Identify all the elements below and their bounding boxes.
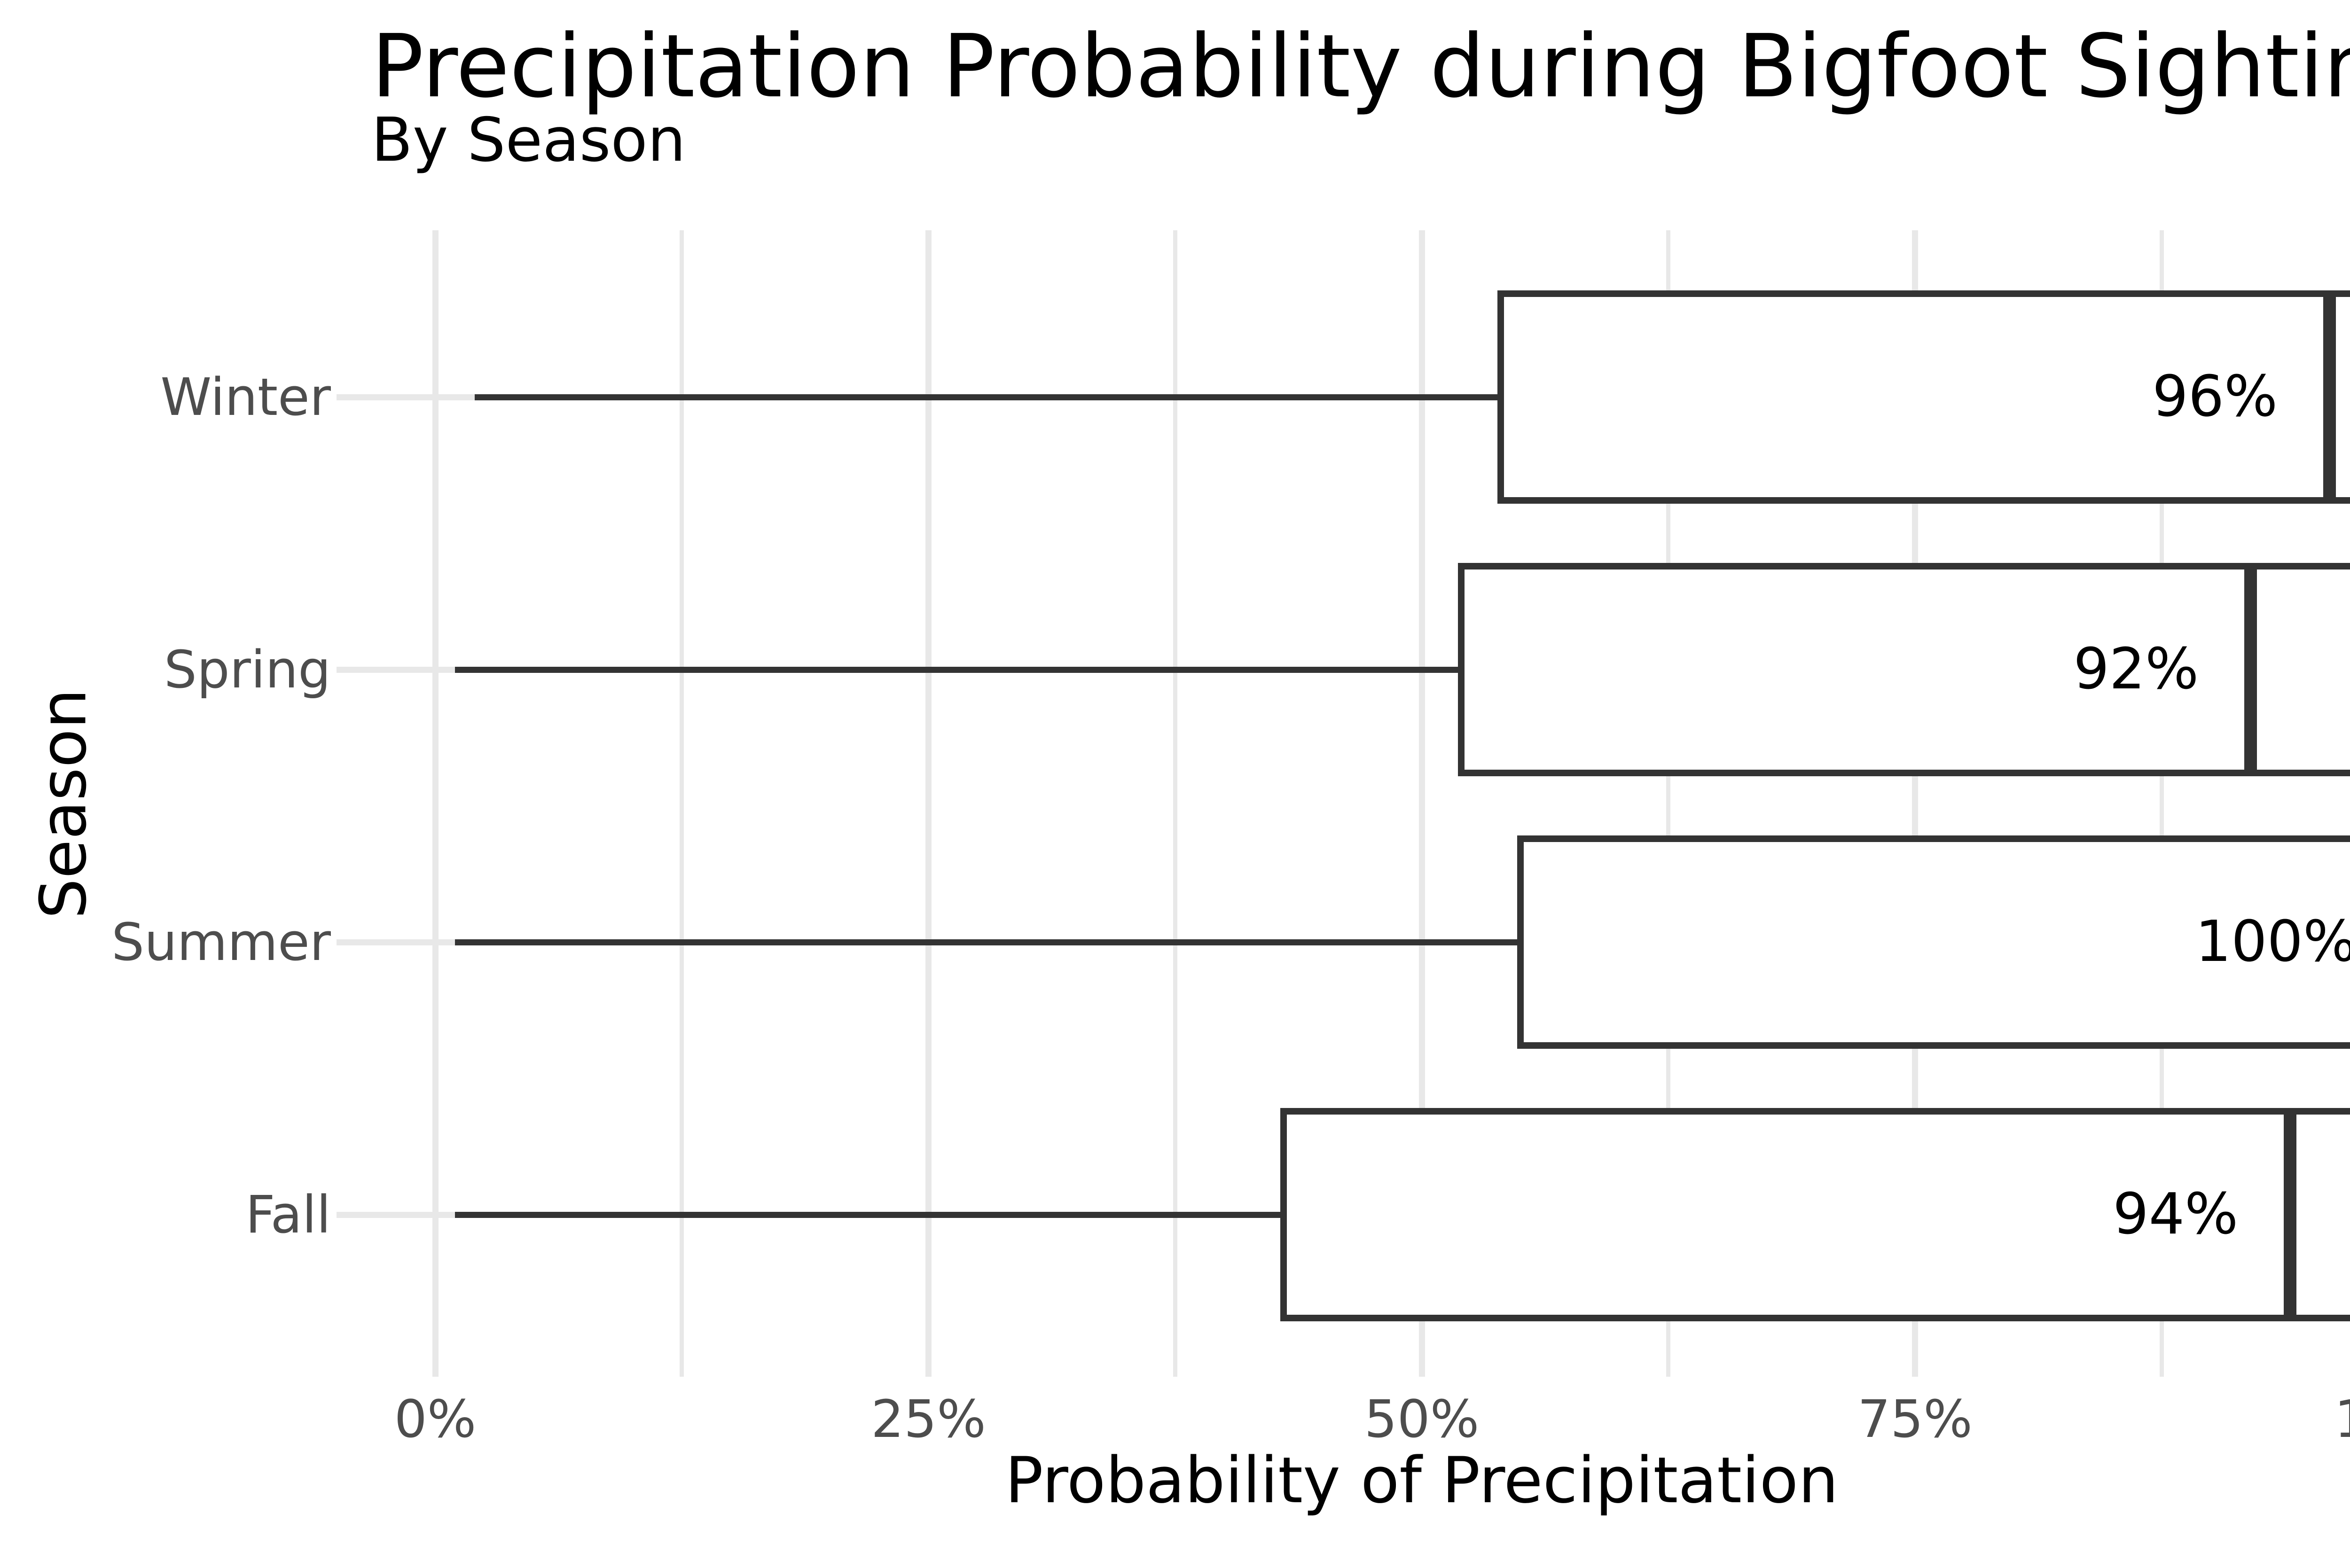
median-line — [2284, 1111, 2297, 1318]
box — [1280, 1108, 2350, 1321]
minor-gridline — [680, 230, 684, 1377]
y-category-label: Summer — [111, 912, 331, 972]
chart-title: Precipitation Probability during Bigfoot… — [371, 16, 2350, 117]
box — [1497, 290, 2350, 504]
minor-gridline — [2159, 230, 2164, 1377]
whisker-line — [454, 667, 1461, 673]
minor-gridline — [1173, 230, 1177, 1377]
x-tick-label: 25% — [871, 1389, 986, 1449]
major-gridline — [432, 230, 439, 1377]
x-tick-label: 75% — [1857, 1389, 1973, 1449]
median-value-label: 94% — [2113, 1182, 2239, 1247]
whisker-line — [454, 1212, 1284, 1218]
y-category-label: Winter — [160, 367, 331, 427]
major-gridline — [925, 230, 932, 1377]
box — [1457, 563, 2350, 776]
median-value-label: 96% — [2152, 364, 2278, 429]
median-line — [2323, 294, 2336, 500]
median-line — [2244, 566, 2257, 773]
minor-gridline — [1666, 230, 1671, 1377]
x-tick-label: 100% — [2267, 1393, 2350, 1445]
x-tick-label: 50% — [1364, 1389, 1480, 1449]
median-value-label: 100% — [2195, 909, 2350, 975]
median-value-label: 92% — [2073, 637, 2199, 702]
major-gridline — [1912, 230, 1918, 1377]
y-category-label: Fall — [245, 1185, 331, 1245]
whisker-line — [474, 394, 1501, 400]
chart-subtitle: By Season — [371, 105, 686, 175]
x-tick-label: 0% — [394, 1389, 477, 1449]
major-gridline — [1418, 230, 1425, 1377]
whisker-line — [454, 939, 1520, 945]
box — [1517, 835, 2350, 1049]
y-category-label: Spring — [164, 640, 331, 700]
x-axis-title: Probability of Precipitation — [1005, 1443, 1839, 1517]
